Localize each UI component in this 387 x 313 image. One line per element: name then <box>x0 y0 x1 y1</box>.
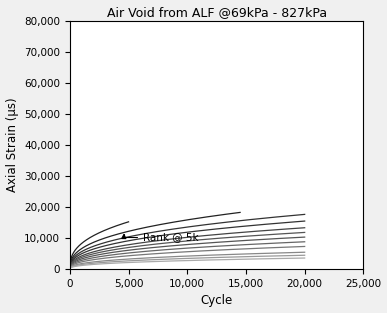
X-axis label: Cycle: Cycle <box>200 295 233 307</box>
Text: Rank @ 5k: Rank @ 5k <box>122 232 198 242</box>
Title: Air Void from ALF @69kPa - 827kPa: Air Void from ALF @69kPa - 827kPa <box>106 6 327 18</box>
Y-axis label: Axial Strain (μs): Axial Strain (μs) <box>5 98 19 192</box>
